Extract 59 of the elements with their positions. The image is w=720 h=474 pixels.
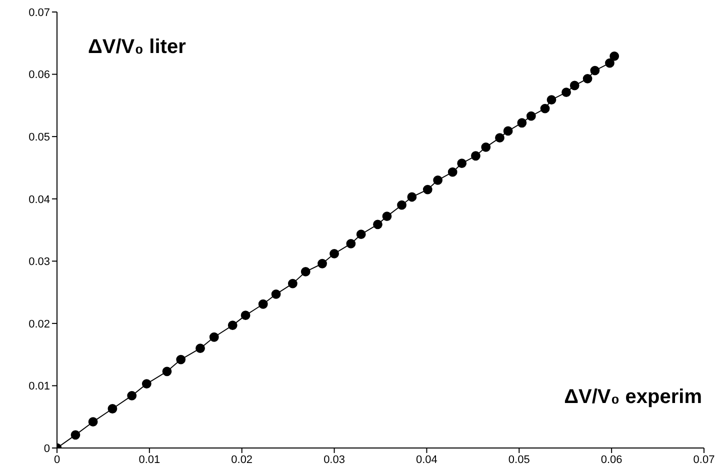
point (495, 133, 504, 143)
point (258, 299, 268, 309)
point (503, 126, 513, 136)
point (471, 151, 480, 161)
point (397, 200, 406, 210)
point (330, 248, 339, 258)
x-tick-label: 0.05 (508, 454, 530, 466)
point (605, 58, 614, 68)
point (196, 344, 205, 354)
point (240, 310, 250, 320)
point (382, 212, 392, 221)
point (373, 220, 382, 230)
y-tick-label: 0 (44, 442, 50, 455)
y-tick-label: 0.01 (28, 380, 50, 393)
point (517, 118, 527, 128)
x-tick-label: 0.04 (416, 454, 438, 466)
x-tick-label: 0.07 (693, 454, 715, 466)
point (590, 66, 600, 76)
point (610, 52, 620, 61)
point (540, 104, 550, 114)
point (318, 258, 327, 268)
x-axis-title: ΔV/V₀ experim (564, 386, 702, 409)
point (422, 184, 432, 194)
point (162, 366, 172, 376)
y-tick-label: 0.03 (28, 256, 50, 268)
point (228, 320, 238, 330)
x-tick-label: 0 (54, 454, 60, 466)
point (457, 158, 467, 168)
point (433, 175, 443, 185)
x-tick-label: 0.03 (324, 454, 345, 466)
x-tick-label: 0.01 (138, 454, 160, 466)
point (142, 379, 152, 389)
point (356, 230, 366, 240)
point (300, 267, 310, 276)
y-tick-label: 0.07 (28, 6, 50, 19)
y-axis-title: ΔV/V₀ liter (88, 36, 186, 59)
x-tick-label: 0.02 (231, 454, 253, 466)
point (176, 354, 186, 364)
point (88, 417, 98, 427)
y-tick-label: 0.05 (28, 131, 50, 144)
y-tick-label: 0.06 (28, 69, 50, 82)
point (271, 289, 281, 299)
point (546, 95, 556, 105)
point (209, 332, 219, 342)
point (562, 88, 571, 98)
point (407, 192, 417, 202)
y-tick-label: 0.02 (28, 318, 50, 330)
point (108, 404, 118, 414)
point (448, 167, 458, 177)
point (570, 80, 580, 90)
point (526, 111, 536, 121)
y-tick-label: 0.04 (28, 194, 50, 206)
point (481, 142, 491, 152)
point (70, 430, 80, 440)
point (288, 278, 298, 288)
point (346, 239, 356, 248)
x-tick-label: 0.06 (600, 454, 622, 466)
point (582, 74, 592, 84)
point (127, 390, 137, 400)
